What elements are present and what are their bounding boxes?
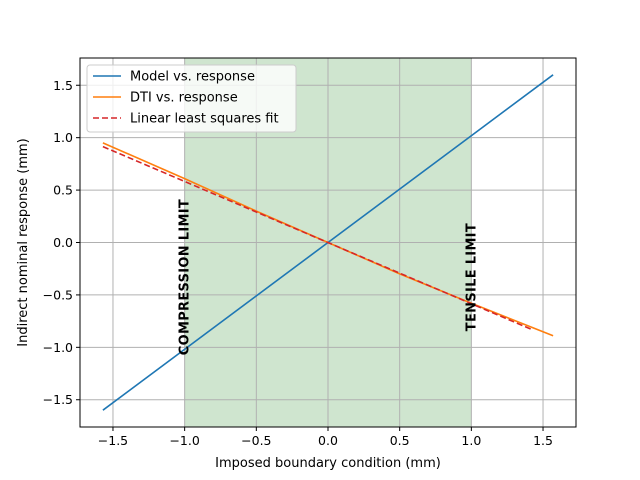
series-line-3 (102, 145, 534, 331)
y-axis: −1.5 −1.0 −0.5 0.0 0.5 1.0 1.5 (43, 78, 80, 407)
x-tick-label: 1.0 (461, 433, 481, 448)
x-tick-label: 1.5 (533, 433, 553, 448)
legend-label: Linear least squares fit (130, 112, 279, 127)
annotations: COMPRESSION LIMIT TENSILE LIMIT (178, 199, 480, 355)
legend: Model vs. response DTI vs. response Linear… (86, 64, 297, 133)
x-tick-label: −1.5 (98, 433, 128, 448)
x-tick-label: −0.5 (241, 433, 271, 448)
legend-label: DTI vs. response (130, 91, 238, 106)
y-tick-label: 1.0 (53, 130, 73, 145)
annotation-label: TENSILE LIMIT (464, 223, 479, 331)
y-tick-label: −0.5 (43, 287, 73, 302)
y-tick-label: 0.5 (53, 183, 73, 198)
x-tick-label: −1.0 (169, 433, 199, 448)
y-tick-label: 0.0 (53, 235, 73, 250)
x-tick-label: 0.0 (318, 433, 338, 448)
y-axis-label: Indirect nominal response (mm) (16, 138, 31, 346)
legend-box (86, 64, 297, 133)
y-tick-label: −1.5 (43, 392, 73, 407)
annotation-label: COMPRESSION LIMIT (178, 199, 193, 355)
x-tick-label: 0.5 (390, 433, 410, 448)
y-tick-label: 1.5 (53, 78, 73, 93)
legend-label: Model vs. response (130, 70, 255, 85)
y-tick-label: −1.0 (43, 340, 73, 355)
series-group (102, 74, 554, 411)
x-axis: −1.5 −1.0 −0.5 0.0 0.5 1.0 1.5 (98, 427, 553, 448)
x-axis-label: Imposed boundary condition (mm) (215, 456, 441, 471)
